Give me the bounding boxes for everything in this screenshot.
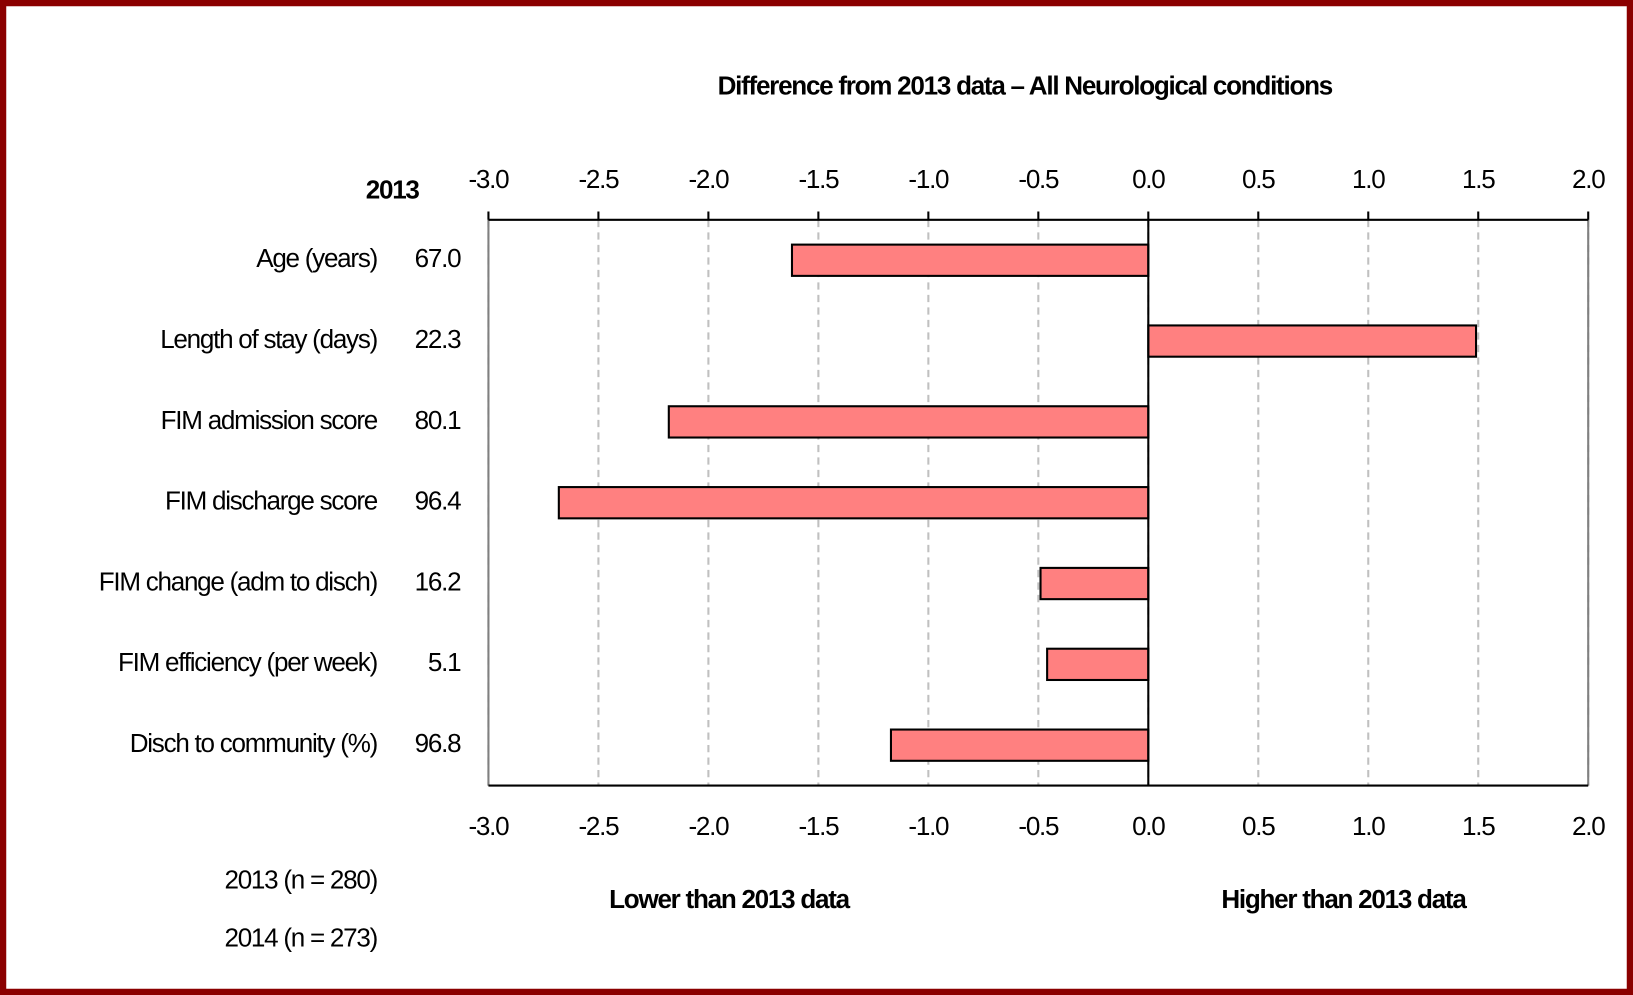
y-tick-label: Length of stay (days) [160,324,377,354]
x-tick-label: -0.5 [1018,164,1059,194]
bar [667,405,1150,439]
bar [1147,324,1478,358]
y-tick-label: FIM discharge score [165,486,378,516]
x-tick-label: -2.5 [578,164,619,194]
x-tick-label: -1.5 [798,164,839,194]
reference-value: 80.1 [415,405,461,435]
bar [557,486,1150,520]
x-tick-label: 0.5 [1242,811,1275,841]
column-header: 2013 [366,175,420,205]
x-tick-label: -1.5 [798,811,839,841]
x-tick-label: -1.0 [908,164,949,194]
y-tick-label: Age (years) [256,243,377,273]
y-tick-label: FIM change (adm to disch) [99,566,378,596]
x-tick-label: -3.0 [469,811,510,841]
x-tick-label: 0.0 [1132,164,1165,194]
reference-value: 96.4 [415,486,461,516]
x-tick-label: 1.5 [1462,811,1495,841]
bar [889,728,1150,762]
y-tick-label: FIM admission score [161,405,378,435]
x-tick-label: -3.0 [469,164,510,194]
bar [1039,566,1150,601]
x-tick-label: 0.5 [1242,164,1275,194]
x-tick-label: -0.5 [1018,811,1059,841]
x-tick-label: -1.0 [908,811,949,841]
x-tick-label: 2.0 [1572,164,1605,194]
reference-value: 5.1 [428,647,461,677]
reference-value: 22.3 [415,324,461,354]
y-tick-label: Disch to community (%) [130,728,378,758]
chart-title: Difference from 2013 data – All Neurolog… [718,70,1333,100]
x-tick-label: 1.5 [1462,164,1495,194]
bar [1046,647,1150,682]
reference-value: 67.0 [415,243,461,273]
x-tick-label: 1.0 [1352,811,1385,841]
annotation: Lower than 2013 data [609,884,850,914]
note: 2013 (n = 280) [224,864,377,894]
x-tick-label: -2.0 [688,164,729,194]
x-tick-label: 1.0 [1352,164,1385,194]
reference-value: 16.2 [415,566,461,596]
reference-value: 96.8 [415,728,461,758]
x-tick-label: 2.0 [1572,811,1605,841]
x-tick-label: 0.0 [1132,811,1165,841]
bar [790,243,1150,277]
note: 2014 (n = 273) [224,923,377,953]
annotation: Higher than 2013 data [1221,884,1467,914]
x-tick-label: -2.0 [688,811,729,841]
y-tick-label: FIM efficiency (per week) [118,647,378,677]
x-tick-label: -2.5 [578,811,619,841]
